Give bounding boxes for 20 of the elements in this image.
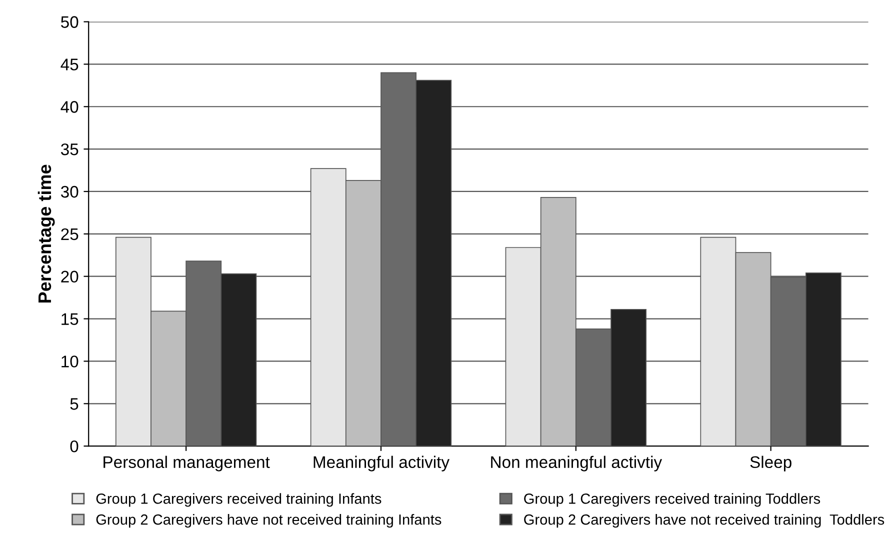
legend-label: Group 1 Caregivers received training Toddlers	[524, 493, 820, 507]
legend-label: Group 2 Caregivers have not received training Infants	[96, 514, 442, 528]
y-tick-label: 20	[61, 270, 78, 283]
x-tick-label: Non meaningful activtiy	[491, 456, 662, 472]
y-tick-label: 30	[60, 186, 78, 198]
y-tick-label: 15	[62, 313, 78, 325]
y-tick-label: 35	[60, 143, 78, 156]
x-tick-label: Sleep	[750, 456, 792, 472]
y-tick-label: 0	[70, 440, 78, 452]
legend-label: Group 1 Caregivers received training Infants	[96, 493, 382, 507]
y-tick-label: 25	[61, 228, 78, 240]
y-tick-label: 5	[70, 398, 78, 410]
x-tick-label: Meaningful activity	[314, 456, 450, 472]
legend-label: Group 2 Caregivers have not received training Toddlers	[524, 514, 884, 528]
y-axis-title: Percentage time	[38, 164, 55, 302]
x-tick-label: Personal management	[104, 456, 270, 472]
y-tick-label: 10	[62, 356, 78, 368]
y-tick-label: 50	[61, 16, 78, 28]
y-tick-label: 45	[60, 58, 78, 70]
y-tick-label: 40	[60, 101, 78, 113]
